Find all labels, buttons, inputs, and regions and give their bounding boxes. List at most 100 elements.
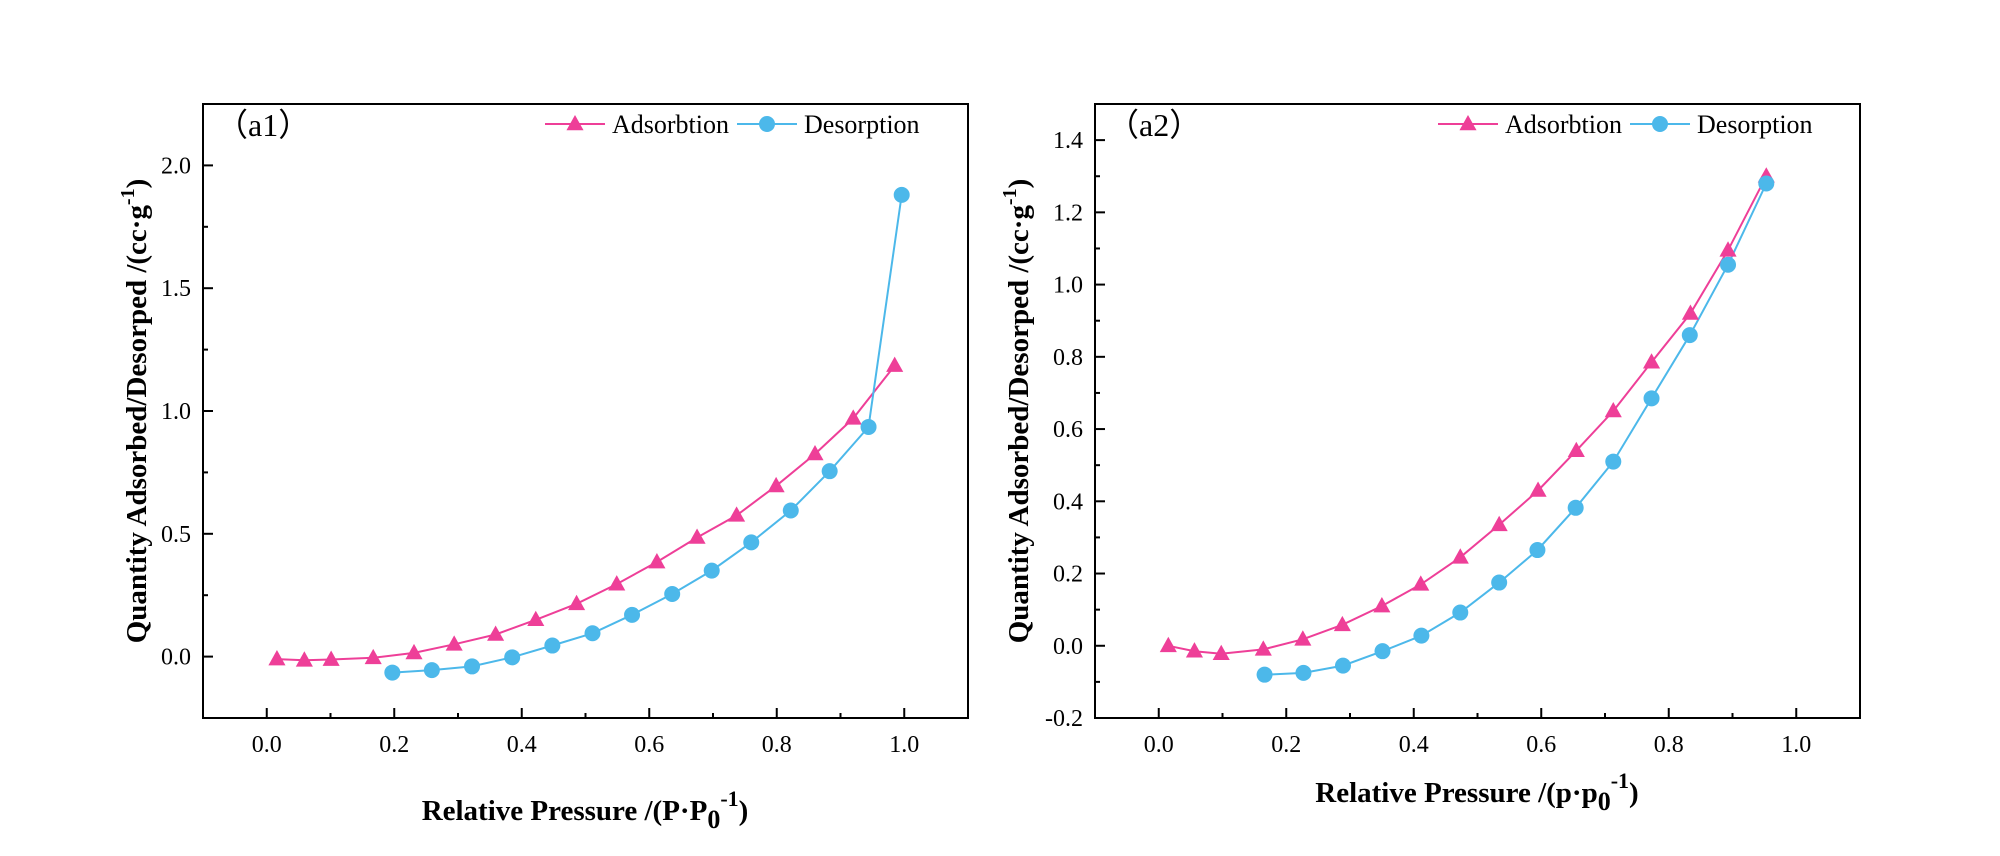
legend-label: Desorption xyxy=(804,110,920,139)
data-point-adsorbtion xyxy=(728,506,746,522)
y-tick-label: 0.4 xyxy=(1053,489,1083,515)
data-point-desorption xyxy=(584,625,601,642)
data-point-adsorbtion xyxy=(568,594,586,611)
y-tick-label: 0.5 xyxy=(161,522,191,548)
x-label-close: ) xyxy=(1629,777,1639,809)
data-point-desorption xyxy=(821,463,838,480)
data-point-adsorbtion xyxy=(1159,636,1177,653)
x-tick-label: 0.8 xyxy=(762,732,792,758)
data-point-adsorbtion xyxy=(405,643,423,660)
x-label-sup: -1 xyxy=(720,786,738,811)
data-point-desorption xyxy=(1452,604,1469,621)
data-point-desorption xyxy=(1681,327,1698,344)
plot-frame xyxy=(1094,103,1861,719)
data-point-desorption xyxy=(1491,574,1508,591)
data-point-desorption xyxy=(1374,643,1391,660)
chart-panel-a2: 0.0 0.2 0.4 0.6 0.8 1.0 -0.2 0.0 0.2 0.4 0.6 0.8 1.… xyxy=(999,103,1861,816)
x-tick-label: 0.2 xyxy=(1271,732,1301,758)
series-markers xyxy=(268,186,910,681)
y-axis-label: Quantity Adsorbed/Desorped /(cc·g-1) xyxy=(117,179,153,644)
legend-label: Adsorbtion xyxy=(1505,110,1622,139)
data-point-desorption xyxy=(384,664,401,681)
y-tick-label: -0.2 xyxy=(1045,706,1083,732)
data-point-adsorbtion xyxy=(364,648,382,665)
data-point-adsorbtion xyxy=(268,650,286,666)
y-label-main: Quantity Adsorbed/Desorped /(cc·g xyxy=(1003,205,1035,644)
x-axis-ticks: 0.0 0.2 0.4 0.6 0.8 1.0 xyxy=(252,708,919,758)
data-point-adsorbtion xyxy=(527,610,545,627)
data-point-adsorbtion xyxy=(1604,402,1622,418)
data-point-desorption xyxy=(1256,666,1273,683)
x-label-main: Relative Pressure /(p·p xyxy=(1315,777,1597,809)
y-tick-label: 1.0 xyxy=(161,399,191,425)
y-tick-label: 0.8 xyxy=(1053,345,1083,371)
data-point-adsorbtion xyxy=(806,444,824,461)
legend-circle-icon xyxy=(759,116,775,132)
data-point-desorption xyxy=(1295,664,1312,681)
data-point-desorption xyxy=(860,418,877,435)
x-tick-label: 0.0 xyxy=(252,732,282,758)
data-point-adsorbtion xyxy=(648,553,666,569)
x-tick-label: 0.0 xyxy=(1144,732,1174,758)
data-point-desorption xyxy=(1605,453,1622,470)
data-point-desorption xyxy=(624,606,641,623)
x-label-close: ) xyxy=(739,795,749,827)
data-point-adsorbtion xyxy=(1185,642,1203,658)
data-point-adsorbtion xyxy=(1254,640,1272,656)
data-point-desorption xyxy=(1413,627,1430,644)
series-line-adsorbtion xyxy=(1168,175,1768,655)
data-point-desorption xyxy=(1720,256,1737,273)
data-point-desorption xyxy=(544,637,561,654)
data-point-adsorbtion xyxy=(1642,353,1661,369)
x-tick-label: 0.2 xyxy=(379,732,409,758)
data-point-adsorbtion xyxy=(487,625,505,641)
y-tick-label: 1.0 xyxy=(1053,273,1083,299)
y-label-close: ) xyxy=(121,179,153,189)
x-label-sub: 0 xyxy=(707,805,720,834)
chart-panel-a1: 0.0 0.2 0.4 0.6 0.8 1.0 0.00.51.01.52.0 （a1） … xyxy=(117,103,969,834)
data-point-desorption xyxy=(1643,390,1660,407)
data-point-desorption xyxy=(1567,499,1584,516)
data-point-desorption xyxy=(782,502,799,519)
data-point-desorption xyxy=(703,562,720,579)
x-tick-label: 1.0 xyxy=(1781,732,1811,758)
data-point-desorption xyxy=(893,186,910,203)
y-tick-label: 1.2 xyxy=(1053,200,1083,226)
y-tick-label: 0.2 xyxy=(1053,562,1083,588)
legend-label: Desorption xyxy=(1697,110,1813,139)
data-point-adsorbtion xyxy=(1212,644,1230,661)
y-label-sup: -1 xyxy=(999,188,1021,205)
data-point-adsorbtion xyxy=(886,356,904,372)
y-label-main: Quantity Adsorbed/Desorped /(cc·g xyxy=(121,205,153,644)
y-label-sup: -1 xyxy=(117,188,139,205)
data-point-desorption xyxy=(504,649,521,666)
x-tick-label: 0.4 xyxy=(507,732,537,758)
x-label-main: Relative Pressure /(P·P xyxy=(422,795,708,827)
x-tick-label: 1.0 xyxy=(889,732,919,758)
series-line-desorption xyxy=(1264,183,1768,676)
data-point-desorption xyxy=(743,534,760,551)
data-point-desorption xyxy=(1334,657,1351,674)
y-axis-ticks: -0.2 0.0 0.2 0.4 0.6 0.8 1.0 1.2 1.4 xyxy=(1045,128,1105,732)
series-lines xyxy=(1168,175,1768,676)
data-point-adsorbtion xyxy=(295,651,313,667)
series-lines xyxy=(276,194,903,674)
data-point-adsorbtion xyxy=(608,575,626,591)
x-label-sub: 0 xyxy=(1598,787,1611,816)
data-point-adsorbtion xyxy=(1567,441,1585,458)
y-tick-label: 0.6 xyxy=(1053,417,1083,443)
x-tick-label: 0.6 xyxy=(634,732,664,758)
data-point-desorption xyxy=(423,662,440,679)
data-point-adsorbtion xyxy=(1373,597,1391,613)
data-point-desorption xyxy=(664,585,681,602)
y-tick-label: 1.5 xyxy=(161,276,191,302)
data-point-desorption xyxy=(1758,175,1775,192)
legend: Adsorbtion Desorption xyxy=(545,110,920,139)
panel-label: （a2） xyxy=(1107,107,1201,143)
x-tick-label: 0.8 xyxy=(1654,732,1684,758)
x-axis-label: Relative Pressure /(P·P0-1) xyxy=(422,786,749,834)
x-axis-ticks: 0.0 0.2 0.4 0.6 0.8 1.0 xyxy=(1144,708,1811,758)
data-point-adsorbtion xyxy=(1333,615,1351,632)
data-point-adsorbtion xyxy=(1451,548,1469,564)
